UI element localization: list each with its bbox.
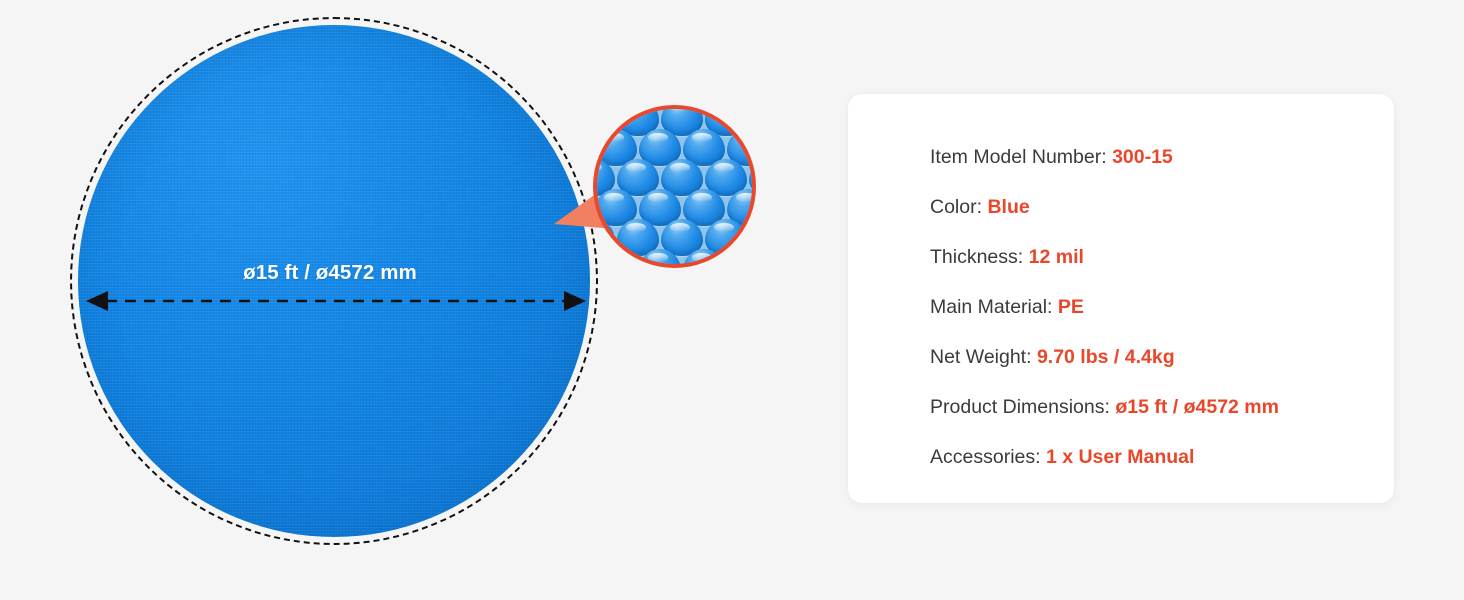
spec-label: Net Weight: (930, 346, 1037, 368)
spec-row: Item Model Number: 300-15 (930, 132, 1370, 182)
bubble (597, 159, 615, 196)
spec-value: Blue (987, 196, 1030, 218)
bubble (639, 249, 681, 264)
spec-value: PE (1057, 296, 1084, 318)
dashed-outline-circle (70, 17, 598, 545)
bubble (749, 109, 752, 136)
bubble (749, 219, 752, 256)
diameter-arrow (86, 291, 586, 311)
spec-value: 12 mil (1028, 246, 1084, 268)
spec-row: Main Material: PE (930, 282, 1370, 332)
bubble (749, 159, 752, 196)
bubble (683, 249, 725, 264)
spec-row: Net Weight: 9.70 lbs / 4.4kg (930, 332, 1370, 382)
spec-row: Accessories: 1 x User Manual (930, 432, 1370, 482)
spec-row: Product Dimensions: ø15 ft / ø4572 mm (930, 382, 1370, 432)
spec-label: Accessories: (930, 446, 1046, 468)
spec-value: 9.70 lbs / 4.4kg (1036, 346, 1175, 368)
spec-value: 1 x User Manual (1045, 446, 1195, 468)
specification-list: Item Model Number: 300-15 Color: Blue Th… (930, 132, 1370, 482)
specification-card: Item Model Number: 300-15 Color: Blue Th… (848, 94, 1394, 503)
spec-value: 300-15 (1112, 146, 1173, 168)
bubble (597, 219, 615, 256)
spec-label: Thickness: (930, 246, 1029, 268)
arrow-head-right (564, 291, 586, 311)
arrow-head-left (86, 291, 108, 311)
spec-label: Color: (930, 196, 988, 218)
product-illustration: ø15 ft / ø4572 mm (70, 17, 765, 545)
diameter-dimension-label: ø15 ft / ø4572 mm (243, 261, 417, 284)
spec-row: Thickness: 12 mil (930, 232, 1370, 282)
magnifier-callout (520, 100, 765, 275)
spec-label: Main Material: (930, 296, 1058, 318)
magnifier-lens (593, 105, 756, 268)
bubble (597, 249, 637, 264)
spec-label: Item Model Number: (930, 146, 1113, 168)
spec-value: ø15 ft / ø4572 mm (1115, 396, 1279, 418)
pool-cover-disc (78, 25, 590, 537)
spec-label: Product Dimensions: (930, 396, 1116, 418)
spec-row: Color: Blue (930, 182, 1370, 232)
